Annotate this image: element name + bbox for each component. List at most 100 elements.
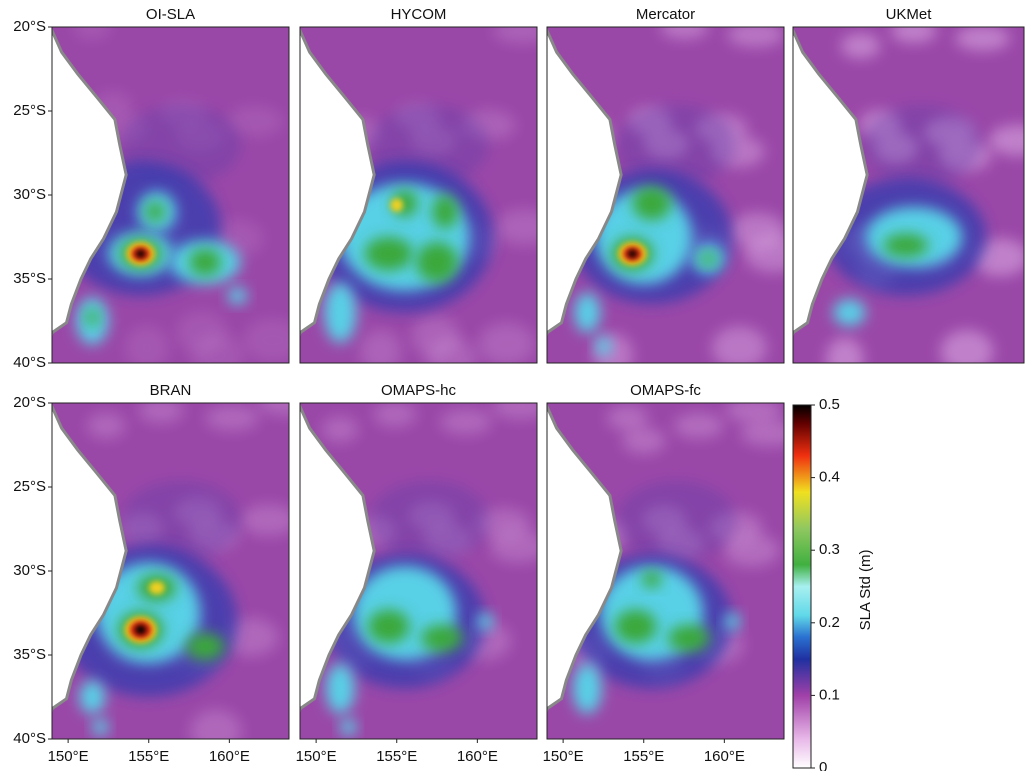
eddy-feature bbox=[135, 624, 147, 635]
ocean-texture bbox=[226, 106, 283, 137]
ocean-texture bbox=[607, 405, 649, 431]
ocean-texture bbox=[368, 480, 489, 561]
eddy-feature bbox=[390, 198, 404, 212]
ocean-texture bbox=[495, 209, 537, 246]
eddy-feature bbox=[595, 336, 612, 357]
eddy-feature bbox=[700, 252, 717, 266]
ocean-texture bbox=[955, 27, 1011, 51]
lat-tick-label: 20°S bbox=[13, 18, 46, 35]
ocean-texture bbox=[826, 337, 864, 363]
eddy-feature bbox=[340, 718, 357, 736]
coastline bbox=[793, 27, 869, 339]
land bbox=[547, 30, 622, 333]
land bbox=[52, 406, 127, 709]
coastline bbox=[547, 403, 623, 715]
ocean-texture bbox=[740, 420, 784, 447]
ocean-texture bbox=[491, 403, 537, 419]
eddy-feature bbox=[724, 613, 741, 630]
lat-tick-label: 35°S bbox=[13, 270, 46, 287]
lon-tick-label: 155°E bbox=[623, 748, 664, 765]
ocean-texture bbox=[660, 27, 709, 39]
land bbox=[300, 30, 375, 333]
eddy-feature bbox=[642, 571, 662, 588]
eddy-feature bbox=[92, 718, 109, 736]
eddy-feature bbox=[477, 613, 494, 630]
ocean-texture bbox=[725, 403, 782, 423]
map-panel bbox=[300, 403, 537, 739]
panel-frame bbox=[792, 26, 1025, 364]
ocean-texture bbox=[840, 33, 881, 59]
ocean-texture bbox=[673, 412, 724, 439]
eddy-feature bbox=[416, 242, 458, 283]
panel-frame bbox=[546, 26, 785, 364]
ocean-texture bbox=[120, 480, 241, 561]
coastline bbox=[52, 403, 128, 715]
eddy-feature bbox=[883, 233, 929, 258]
eddy-feature bbox=[227, 287, 248, 305]
eddy-feature bbox=[574, 292, 601, 333]
ocean-texture bbox=[87, 412, 126, 439]
colorbar-tick-label: 0.4 bbox=[819, 469, 840, 486]
panel-title: Mercator bbox=[636, 6, 695, 23]
eddy-feature bbox=[667, 624, 710, 652]
panel-title: OI-SLA bbox=[146, 6, 195, 23]
lat-tick-label: 35°S bbox=[13, 646, 46, 663]
eddy-feature bbox=[833, 299, 866, 327]
ocean-texture bbox=[176, 311, 227, 354]
ocean-texture bbox=[478, 322, 535, 363]
coastline bbox=[300, 403, 376, 715]
eddy-feature bbox=[572, 663, 602, 714]
eddy-feature bbox=[185, 633, 225, 661]
ocean-texture bbox=[622, 427, 666, 454]
ocean-texture bbox=[125, 326, 169, 363]
ocean-texture bbox=[729, 212, 784, 249]
coastline bbox=[52, 27, 128, 339]
lat-tick-label: 25°S bbox=[13, 102, 46, 119]
colorbar-label: SLA Std (m) bbox=[857, 550, 874, 631]
map-panel bbox=[52, 27, 289, 363]
lon-tick-label: 155°E bbox=[376, 748, 417, 765]
lat-tick-label: 40°S bbox=[13, 354, 46, 371]
panel-frame bbox=[299, 402, 538, 740]
land bbox=[300, 406, 375, 709]
land bbox=[52, 30, 127, 333]
colorbar-tick-label: 0.1 bbox=[819, 686, 840, 703]
eddy-feature bbox=[325, 663, 355, 714]
lon-tick-label: 150°E bbox=[543, 748, 584, 765]
colorbar-tick-label: 0 bbox=[819, 759, 827, 771]
panel-title: HYCOM bbox=[391, 6, 447, 23]
ocean-texture bbox=[988, 124, 1024, 156]
panel-frame bbox=[299, 26, 538, 364]
ocean-texture bbox=[205, 405, 259, 431]
lon-tick-label: 150°E bbox=[296, 748, 337, 765]
ocean-texture bbox=[360, 330, 402, 363]
eddy-feature bbox=[420, 624, 463, 652]
map-panel bbox=[52, 403, 289, 739]
lat-tick-label: 30°S bbox=[13, 562, 46, 579]
map-panel bbox=[547, 27, 784, 363]
eddy-feature bbox=[432, 195, 459, 229]
ocean-texture bbox=[890, 27, 937, 43]
eddy-feature bbox=[135, 249, 146, 258]
colorbar bbox=[792, 404, 812, 769]
eddy-feature bbox=[367, 609, 410, 644]
ocean-texture bbox=[727, 27, 784, 47]
ocean-texture bbox=[322, 416, 358, 443]
ocean-texture bbox=[373, 403, 417, 427]
eddy-feature bbox=[632, 186, 672, 221]
map-panel bbox=[793, 27, 1024, 363]
ocean-texture bbox=[861, 104, 982, 185]
land bbox=[547, 406, 622, 709]
map-panel bbox=[300, 27, 537, 363]
lat-tick-label: 40°S bbox=[13, 730, 46, 747]
eddy-feature bbox=[79, 680, 106, 714]
lon-tick-label: 160°E bbox=[209, 748, 250, 765]
eddy-feature bbox=[364, 237, 413, 271]
ocean-texture bbox=[440, 409, 492, 435]
panel-frame bbox=[546, 402, 785, 740]
ocean-texture bbox=[493, 27, 537, 43]
ocean-texture bbox=[411, 315, 460, 358]
colorbar-tick-label: 0.5 bbox=[819, 396, 840, 413]
ocean-texture bbox=[257, 403, 289, 415]
